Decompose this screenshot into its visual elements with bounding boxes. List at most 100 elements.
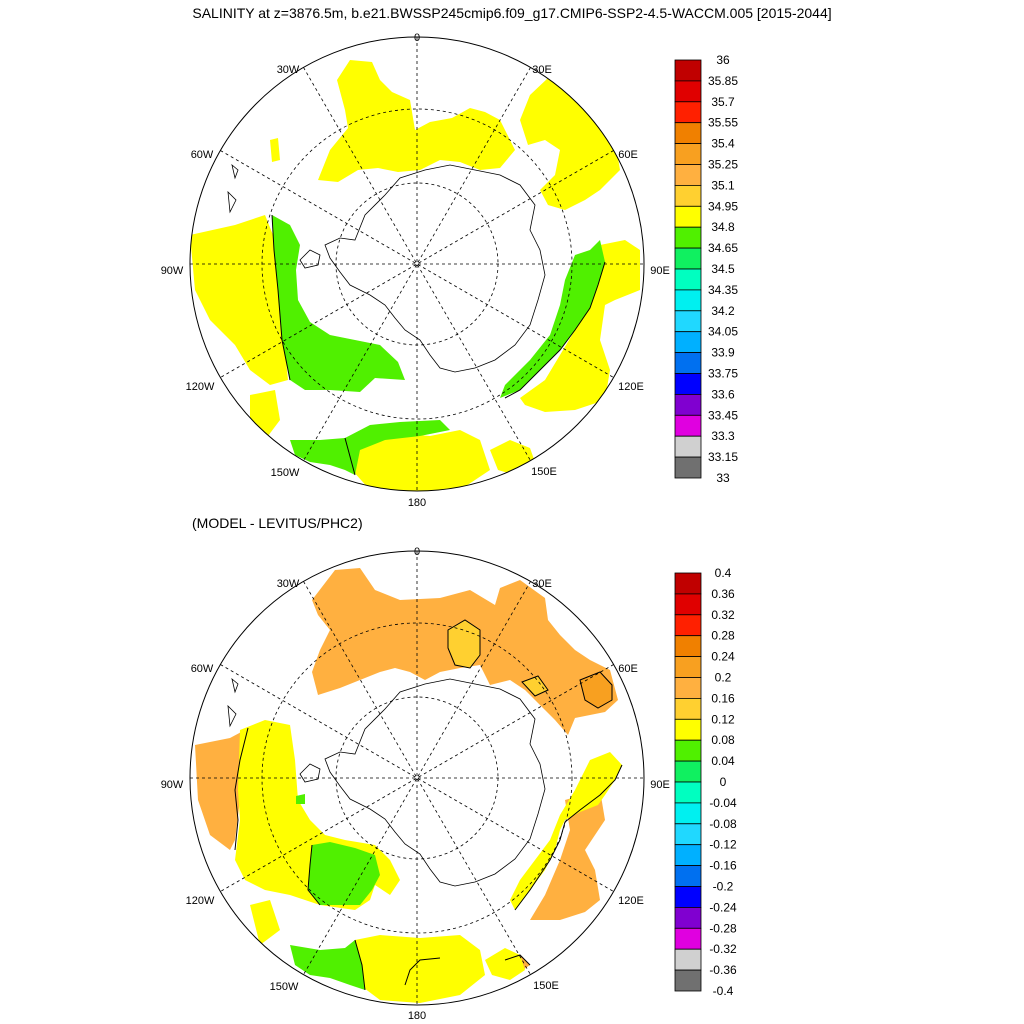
lon-label-180: 180 bbox=[408, 497, 426, 509]
colorbar-swatch bbox=[674, 143, 702, 165]
colorbar-swatch bbox=[674, 414, 702, 437]
map-boundary bbox=[189, 36, 645, 492]
lon-label-60e: 60E bbox=[618, 149, 638, 161]
colorbar-swatch bbox=[674, 247, 702, 270]
lon-label-150w: 150W bbox=[271, 467, 300, 479]
colorbar-swatch bbox=[674, 373, 702, 395]
colorbar-tick-label: -0.12 bbox=[709, 838, 737, 852]
colorbar-tick-label: 0.36 bbox=[711, 587, 735, 601]
colorbar-tick-label: -0.36 bbox=[709, 963, 737, 977]
lon-label-90e: 90E bbox=[650, 779, 670, 791]
colorbar-swatch bbox=[674, 760, 702, 783]
colorbar-swatch bbox=[674, 593, 702, 616]
colorbar-swatch bbox=[674, 907, 702, 929]
colorbar-tick-label: 35.4 bbox=[711, 137, 735, 151]
salinity-colorbar: 36 35.85 35.7 35.55 35.4 35.25 35.1 34.95 34.8 34… bbox=[674, 53, 738, 485]
lon-label-60e: 60E bbox=[618, 663, 638, 675]
colorbar-swatch bbox=[674, 969, 702, 992]
lon-label-120e: 120E bbox=[618, 895, 644, 907]
colorbar-tick-label: 35.25 bbox=[708, 158, 738, 172]
colorbar-swatch bbox=[674, 101, 702, 124]
colorbar-swatch bbox=[674, 331, 702, 354]
colorbar-tick-label: 0.32 bbox=[711, 608, 735, 622]
colorbar-swatch bbox=[674, 781, 702, 804]
colorbar-tick-label: 34.35 bbox=[708, 283, 738, 297]
colorbar-tick-label: -0.28 bbox=[709, 921, 737, 935]
colorbar-swatch bbox=[674, 677, 702, 699]
salinity-field bbox=[190, 60, 640, 491]
colorbar-swatch bbox=[674, 886, 702, 908]
colorbar-swatch bbox=[674, 435, 702, 458]
colorbar-tick-label: 34.2 bbox=[711, 304, 735, 318]
colorbar-swatch bbox=[674, 310, 702, 333]
colorbar-swatch bbox=[674, 268, 702, 291]
lon-label-90w: 90W bbox=[161, 779, 184, 791]
colorbar-tick-label: -0.4 bbox=[713, 984, 734, 998]
difference-field bbox=[195, 568, 622, 1003]
colorbar-tick-label: -0.08 bbox=[709, 817, 737, 831]
colorbar-swatch bbox=[674, 352, 702, 374]
colorbar-tick-label: -0.24 bbox=[709, 900, 737, 914]
lon-label-30w: 30W bbox=[277, 578, 300, 590]
colorbar-tick-label: 0.08 bbox=[711, 733, 735, 747]
colorbar-tick-label: 36 bbox=[716, 53, 730, 67]
graticule bbox=[190, 37, 644, 491]
colorbar-swatch bbox=[674, 614, 702, 637]
colorbar-swatch bbox=[674, 802, 702, 825]
main-title: SALINITY at z=3876.5m, b.e21.BWSSP245cmi… bbox=[192, 5, 831, 21]
colorbar-swatch bbox=[674, 844, 702, 867]
lon-label-30w: 30W bbox=[277, 64, 300, 76]
colorbar-swatch bbox=[674, 393, 702, 416]
colorbar-tick-label: 0.2 bbox=[715, 671, 732, 685]
colorbar-tick-label: 33 bbox=[716, 471, 730, 485]
colorbar-tick-label: 34.5 bbox=[711, 262, 735, 276]
colorbar-swatch bbox=[674, 948, 702, 971]
colorbar-swatch bbox=[674, 184, 702, 207]
lon-label-120w: 120W bbox=[186, 381, 215, 393]
antarctica-outline bbox=[324, 164, 546, 373]
colorbar-tick-label: 33.3 bbox=[711, 429, 735, 443]
colorbar-swatch bbox=[674, 739, 702, 762]
colorbar-tick-label: 34.65 bbox=[708, 241, 738, 255]
salinity-map: 0 30E 60E 90E 120E 150E 180 150W 120W 90… bbox=[161, 32, 670, 509]
lon-label-150e: 150E bbox=[533, 980, 559, 992]
colorbar-swatch bbox=[674, 456, 702, 479]
colorbar-swatch bbox=[674, 823, 702, 846]
colorbar-swatch bbox=[674, 635, 702, 658]
colorbar-tick-label: 35.55 bbox=[708, 116, 738, 130]
difference-title: (MODEL - LEVITUS/PHC2) bbox=[192, 515, 363, 531]
colorbar-tick-label: 35.1 bbox=[711, 178, 735, 192]
colorbar-swatch bbox=[674, 718, 702, 741]
colorbar-tick-label: 33.15 bbox=[708, 450, 738, 464]
colorbar-swatch bbox=[674, 59, 702, 82]
colorbar-tick-label: -0.04 bbox=[709, 796, 737, 810]
colorbar-tick-label: 0.24 bbox=[711, 650, 735, 664]
lon-label-0: 0 bbox=[414, 32, 420, 44]
lon-label-150e: 150E bbox=[531, 466, 557, 478]
colorbar-tick-label: 34.8 bbox=[711, 220, 735, 234]
colorbar-tick-label: 35.85 bbox=[708, 74, 738, 88]
colorbar-tick-label: 0.16 bbox=[711, 691, 735, 705]
colorbar-swatch bbox=[674, 572, 702, 595]
colorbar-swatch bbox=[674, 927, 702, 950]
colorbar-tick-label: 0.4 bbox=[715, 566, 732, 580]
antarctica-outline bbox=[324, 678, 546, 887]
colorbar-swatch bbox=[674, 656, 702, 678]
colorbar-tick-label: -0.32 bbox=[709, 942, 737, 956]
colorbar-swatch bbox=[674, 205, 702, 228]
colorbar-tick-label: -0.16 bbox=[709, 859, 737, 873]
colorbar-swatch bbox=[674, 289, 702, 312]
colorbar-tick-label: -0.2 bbox=[713, 880, 734, 894]
colorbar-tick-label: 35.7 bbox=[711, 95, 735, 109]
colorbar-swatch bbox=[674, 865, 702, 887]
colorbar-tick-label: 33.9 bbox=[711, 346, 735, 360]
lon-label-0: 0 bbox=[414, 546, 420, 558]
colorbar-tick-label: 33.75 bbox=[708, 367, 738, 381]
lon-label-90e: 90E bbox=[650, 265, 670, 277]
colorbar-tick-label: 33.45 bbox=[708, 408, 738, 422]
lon-label-180: 180 bbox=[408, 1010, 426, 1022]
lon-label-60w: 60W bbox=[191, 149, 214, 161]
colorbar-tick-label: 0.12 bbox=[711, 712, 735, 726]
lon-label-120e: 120E bbox=[618, 381, 644, 393]
